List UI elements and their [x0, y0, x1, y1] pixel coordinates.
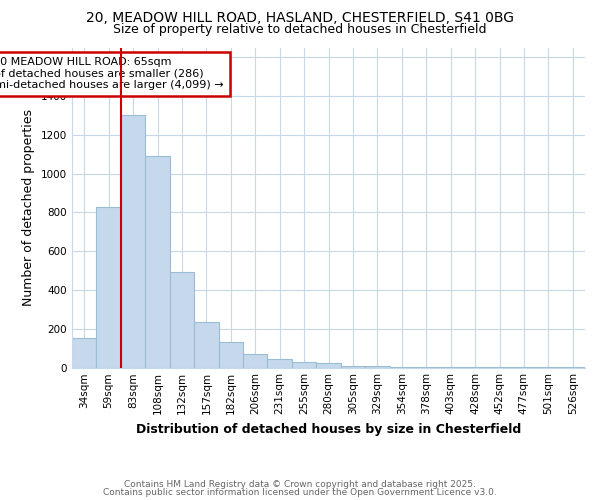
Bar	[268, 359, 292, 368]
Bar	[194, 322, 218, 368]
Bar	[439, 367, 463, 368]
Text: Size of property relative to detached houses in Chesterfield: Size of property relative to detached ho…	[113, 22, 487, 36]
Bar	[243, 354, 268, 368]
Text: 20 MEADOW HILL ROAD: 65sqm
← 7% of detached houses are smaller (286)
93% of semi: 20 MEADOW HILL ROAD: 65sqm ← 7% of detac…	[0, 57, 224, 90]
Text: Contains HM Land Registry data © Crown copyright and database right 2025.: Contains HM Land Registry data © Crown c…	[124, 480, 476, 489]
Bar	[145, 156, 170, 368]
Bar	[97, 206, 121, 368]
Bar	[389, 367, 414, 368]
Bar	[170, 272, 194, 368]
Bar	[121, 116, 145, 368]
Bar	[218, 342, 243, 367]
Bar	[316, 362, 341, 368]
Bar	[72, 338, 97, 368]
Bar	[414, 367, 439, 368]
X-axis label: Distribution of detached houses by size in Chesterfield: Distribution of detached houses by size …	[136, 423, 521, 436]
Text: 20, MEADOW HILL ROAD, HASLAND, CHESTERFIELD, S41 0BG: 20, MEADOW HILL ROAD, HASLAND, CHESTERFI…	[86, 11, 514, 25]
Text: Contains public sector information licensed under the Open Government Licence v3: Contains public sector information licen…	[103, 488, 497, 497]
Bar	[341, 366, 365, 368]
Y-axis label: Number of detached properties: Number of detached properties	[22, 109, 35, 306]
Bar	[292, 362, 316, 368]
Bar	[365, 366, 389, 368]
Bar	[463, 367, 487, 368]
